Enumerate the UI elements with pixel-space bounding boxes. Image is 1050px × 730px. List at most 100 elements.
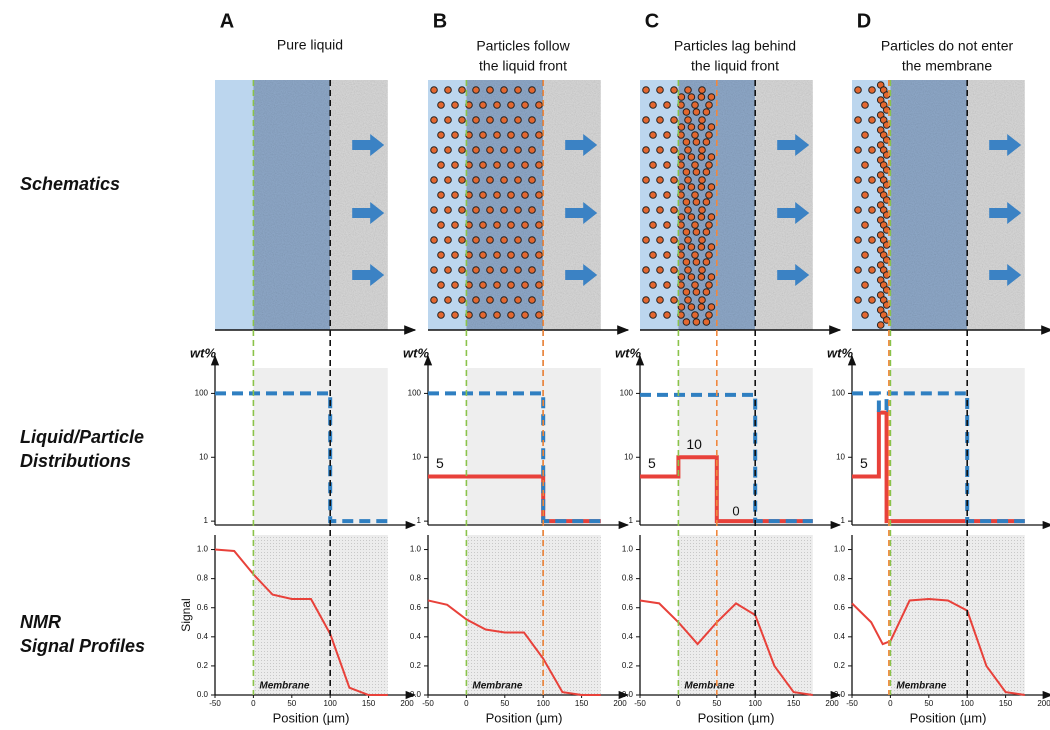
value-label: 5 xyxy=(648,455,656,471)
particle xyxy=(437,191,445,199)
y-tick-label: 10 xyxy=(199,452,208,461)
particle xyxy=(868,116,876,124)
particle xyxy=(514,116,522,124)
particle xyxy=(451,311,459,319)
particle xyxy=(430,236,438,244)
particle xyxy=(479,191,487,199)
particle xyxy=(493,311,501,319)
particle xyxy=(528,176,536,184)
particle xyxy=(642,176,650,184)
particle xyxy=(642,146,650,154)
particle xyxy=(687,93,696,101)
particle xyxy=(444,296,452,304)
particle xyxy=(868,266,876,274)
particle xyxy=(682,258,691,266)
panel-title: Particles do not enter xyxy=(881,38,1014,54)
dry-region xyxy=(755,80,813,330)
particle xyxy=(507,221,515,229)
y-tick-label: 0.2 xyxy=(197,661,209,670)
particle xyxy=(705,221,713,229)
particle xyxy=(430,266,438,274)
particle xyxy=(486,116,494,124)
particle xyxy=(702,108,711,116)
particle xyxy=(684,146,692,154)
particle xyxy=(479,101,487,109)
particle xyxy=(493,221,501,229)
particle xyxy=(677,123,686,131)
y-tick-label: 0.0 xyxy=(197,690,209,699)
particle xyxy=(649,251,657,259)
step-line xyxy=(852,410,1025,524)
particle xyxy=(535,191,543,199)
particle xyxy=(687,123,696,131)
dry-region xyxy=(543,80,601,330)
particle xyxy=(684,266,692,274)
particle xyxy=(682,318,691,326)
particle xyxy=(691,161,699,169)
particle xyxy=(528,146,536,154)
particle xyxy=(707,213,716,221)
particle xyxy=(486,236,494,244)
flow-arrow xyxy=(565,264,598,286)
particle xyxy=(861,281,869,289)
particle xyxy=(458,236,466,244)
particle xyxy=(479,251,487,259)
x-tick-label: 200 xyxy=(613,699,627,708)
particle xyxy=(705,281,713,289)
particle xyxy=(861,311,869,319)
y-tick-label: 0.4 xyxy=(834,632,846,641)
liquid-region xyxy=(215,80,254,330)
x-tick-label: 50 xyxy=(924,699,933,708)
particle xyxy=(691,101,699,109)
particle xyxy=(705,161,713,169)
particle xyxy=(649,101,657,109)
membrane-region xyxy=(253,80,331,330)
particle xyxy=(528,236,536,244)
particle xyxy=(472,86,480,94)
particle xyxy=(514,206,522,214)
particle xyxy=(437,281,445,289)
particle xyxy=(472,206,480,214)
particle xyxy=(687,153,696,161)
particle xyxy=(472,236,480,244)
particle xyxy=(670,206,678,214)
step-line xyxy=(428,391,601,524)
y-axis-title: wt% xyxy=(827,345,853,360)
panel-letter: A xyxy=(220,10,234,32)
particle xyxy=(692,318,701,326)
row-label: Signal Profiles xyxy=(20,636,145,656)
x-tick-label: 200 xyxy=(1037,699,1050,708)
particle xyxy=(458,266,466,274)
y-tick-label: 0.8 xyxy=(197,574,209,583)
particle xyxy=(698,296,706,304)
panel-letter: D xyxy=(857,10,871,32)
particle xyxy=(430,116,438,124)
particle xyxy=(861,101,869,109)
membrane-region xyxy=(890,80,968,330)
particle xyxy=(521,161,529,169)
particle xyxy=(507,251,515,259)
particle xyxy=(437,131,445,139)
particle xyxy=(444,206,452,214)
particle xyxy=(514,146,522,154)
particle xyxy=(684,176,692,184)
particle xyxy=(521,281,529,289)
y-tick-label: 100 xyxy=(832,389,846,398)
y-tick-label: 100 xyxy=(620,389,634,398)
particle xyxy=(437,161,445,169)
particle xyxy=(698,176,706,184)
x-tick-label: 100 xyxy=(537,699,551,708)
particle xyxy=(687,243,696,251)
particle xyxy=(682,228,691,236)
particle xyxy=(684,206,692,214)
particle xyxy=(707,243,716,251)
particle xyxy=(702,138,711,146)
particle xyxy=(472,116,480,124)
x-axis-title: Position (µm) xyxy=(486,710,563,725)
particle xyxy=(697,153,706,161)
y-tick-label: 0.6 xyxy=(834,603,846,612)
particle xyxy=(682,198,691,206)
particle xyxy=(876,321,885,329)
x-tick-label: 100 xyxy=(961,699,975,708)
